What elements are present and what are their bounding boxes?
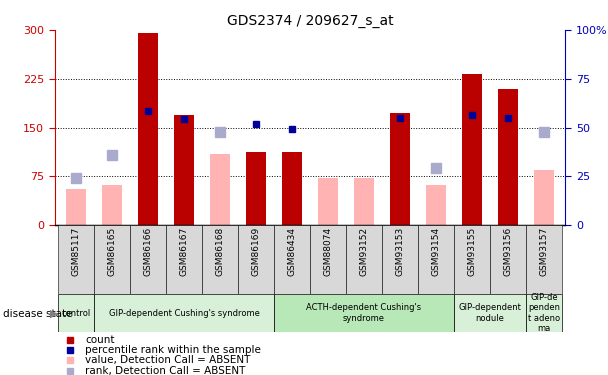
Text: GSM93157: GSM93157: [539, 227, 548, 276]
Bar: [310, 225, 346, 294]
Text: ▶: ▶: [50, 309, 58, 319]
Bar: [130, 225, 166, 294]
Bar: [526, 225, 562, 294]
Text: disease state: disease state: [3, 309, 72, 319]
Text: ACTH-dependent Cushing's
syndrome: ACTH-dependent Cushing's syndrome: [306, 303, 421, 323]
Bar: [282, 152, 302, 225]
Text: GSM85117: GSM85117: [72, 227, 81, 276]
Text: GSM93152: GSM93152: [359, 227, 368, 276]
Text: GSM86166: GSM86166: [143, 227, 153, 276]
Bar: [382, 225, 418, 294]
Bar: [454, 225, 490, 294]
Text: GSM86434: GSM86434: [288, 227, 297, 276]
Text: GSM88074: GSM88074: [323, 227, 333, 276]
Text: GSM93155: GSM93155: [468, 227, 477, 276]
Bar: [426, 185, 446, 225]
Text: GSM93153: GSM93153: [395, 227, 404, 276]
Text: GIP-dependent
nodule: GIP-dependent nodule: [458, 303, 521, 323]
Bar: [526, 294, 562, 332]
Text: value, Detection Call = ABSENT: value, Detection Call = ABSENT: [85, 355, 250, 365]
Bar: [174, 114, 194, 225]
Title: GDS2374 / 209627_s_at: GDS2374 / 209627_s_at: [227, 13, 393, 28]
Text: GSM86165: GSM86165: [108, 227, 117, 276]
Bar: [274, 294, 454, 332]
Text: rank, Detection Call = ABSENT: rank, Detection Call = ABSENT: [85, 366, 246, 375]
Bar: [454, 294, 526, 332]
Text: GSM86167: GSM86167: [180, 227, 188, 276]
Bar: [354, 177, 374, 225]
Bar: [318, 177, 338, 225]
Text: control: control: [61, 309, 91, 318]
Bar: [166, 225, 202, 294]
Text: GSM93154: GSM93154: [432, 227, 440, 276]
Bar: [274, 225, 310, 294]
Bar: [210, 153, 230, 225]
Text: percentile rank within the sample: percentile rank within the sample: [85, 345, 261, 355]
Text: count: count: [85, 334, 115, 345]
Bar: [346, 225, 382, 294]
Bar: [462, 74, 482, 225]
Bar: [202, 225, 238, 294]
Bar: [246, 152, 266, 225]
Bar: [58, 294, 94, 332]
Text: GSM93156: GSM93156: [503, 227, 513, 276]
Bar: [66, 189, 86, 225]
Text: GIP-de
penden
t adeno
ma: GIP-de penden t adeno ma: [528, 293, 560, 333]
Bar: [390, 113, 410, 225]
Bar: [498, 88, 518, 225]
Bar: [534, 170, 554, 225]
Bar: [490, 225, 526, 294]
Bar: [139, 33, 158, 225]
Bar: [94, 225, 130, 294]
Text: GIP-dependent Cushing's syndrome: GIP-dependent Cushing's syndrome: [109, 309, 260, 318]
Bar: [418, 225, 454, 294]
Text: GSM86168: GSM86168: [216, 227, 225, 276]
Text: GSM86169: GSM86169: [252, 227, 261, 276]
Bar: [94, 294, 274, 332]
Bar: [102, 185, 122, 225]
Bar: [238, 225, 274, 294]
Bar: [58, 225, 94, 294]
